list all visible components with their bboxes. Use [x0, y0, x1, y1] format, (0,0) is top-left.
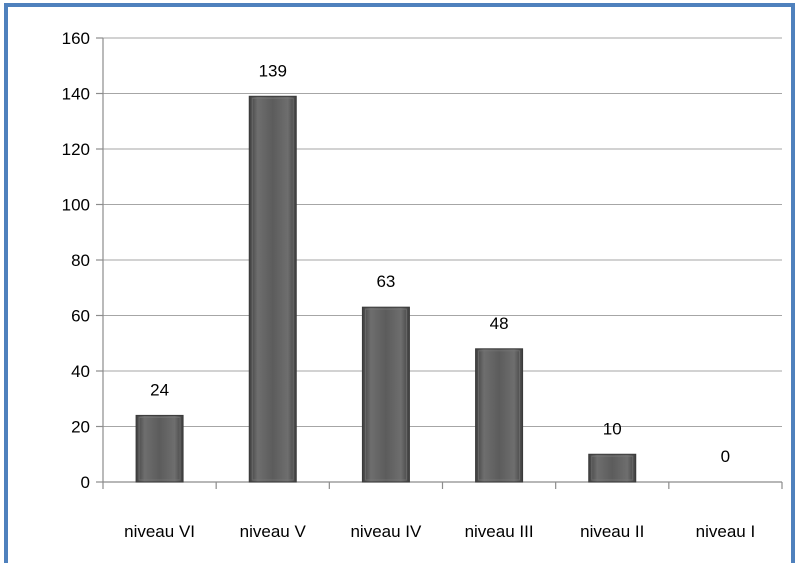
bar-niveau-iii: [475, 348, 524, 483]
y-tick-label: 140: [62, 85, 90, 104]
bar-niveau-vi: [135, 414, 184, 483]
data-label: 63: [376, 272, 395, 291]
x-category-label: niveau III: [465, 522, 534, 541]
y-tick-label: 40: [71, 362, 90, 381]
grid-lines: [103, 37, 782, 427]
data-label: 24: [150, 380, 169, 399]
y-tick-label: 160: [62, 29, 90, 48]
x-category-label: niveau V: [240, 522, 307, 541]
x-category-label: niveau II: [580, 522, 644, 541]
axes: [96, 37, 783, 489]
x-category-label: niveau I: [696, 522, 756, 541]
bar-bevel: [251, 97, 294, 481]
y-tick-label: 20: [71, 418, 90, 437]
y-tick-label: 80: [71, 251, 90, 270]
data-label: 0: [721, 447, 730, 466]
y-tick-label: 120: [62, 140, 90, 159]
bar-niveau-v: [248, 95, 297, 483]
bar-niveau-iv: [361, 306, 410, 483]
y-tick-label: 0: [81, 473, 90, 492]
x-category-label: niveau VI: [124, 522, 195, 541]
data-label: 48: [490, 314, 509, 333]
bars: [135, 95, 637, 483]
data-label: 10: [603, 419, 622, 438]
data-label: 139: [259, 61, 287, 80]
bar-bevel: [364, 308, 407, 481]
bar-bevel: [591, 455, 634, 481]
y-tick-label: 60: [71, 307, 90, 326]
bar-bevel: [138, 416, 181, 481]
bar-bevel: [478, 350, 521, 481]
bar-niveau-ii: [588, 453, 637, 483]
x-category-label: niveau IV: [350, 522, 422, 541]
y-tick-label: 100: [62, 196, 90, 215]
